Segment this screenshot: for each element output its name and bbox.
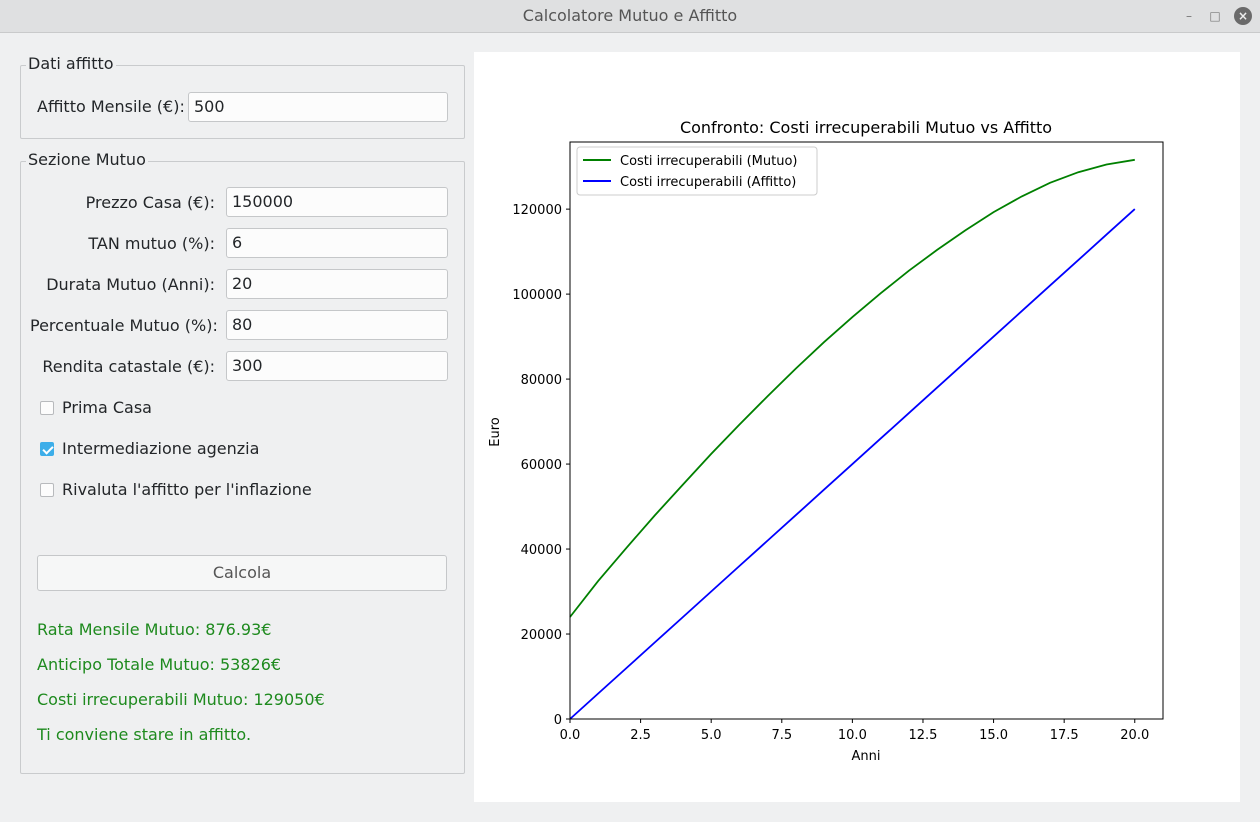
x-tick-label: 2.5	[630, 728, 651, 743]
chart-panel: Confronto: Costi irrecuperabili Mutuo vs…	[474, 52, 1240, 802]
x-tick-label: 0.0	[560, 728, 581, 743]
y-axis-label: Euro	[488, 417, 503, 447]
x-tick-label: 7.5	[771, 728, 792, 743]
y-tick-label: 120000	[512, 203, 562, 218]
mortgage-percent-label: Percentuale Mutuo (%):	[30, 316, 218, 335]
x-tick-label: 12.5	[908, 728, 937, 743]
legend-label: Costi irrecuperabili (Mutuo)	[620, 154, 798, 169]
legend-label: Costi irrecuperabili (Affitto)	[620, 175, 796, 190]
inflation-checkbox[interactable]	[40, 483, 54, 497]
mortgage-group-title: Sezione Mutuo	[26, 150, 148, 169]
x-axis-label: Anni	[852, 749, 881, 764]
x-tick-label: 17.5	[1050, 728, 1079, 743]
y-tick-label: 100000	[512, 288, 562, 303]
agency-label[interactable]: Intermediazione agenzia	[62, 439, 260, 458]
x-tick-label: 10.0	[838, 728, 867, 743]
tan-input[interactable]: 6	[226, 228, 448, 258]
monthly-rent-label: Affitto Mensile (€):	[37, 97, 185, 116]
cadastral-income-input[interactable]: 300	[226, 351, 448, 381]
legend-box	[576, 146, 818, 196]
cadastral-income-label: Rendita catastale (€):	[42, 357, 215, 376]
house-price-input[interactable]: 150000	[226, 187, 448, 217]
series-line-affitto	[569, 208, 1136, 720]
inflation-label[interactable]: Rivaluta l'affitto per l'inflazione	[62, 480, 312, 499]
sunk-costs-result: Costi irrecuperabili Mutuo: 129050€	[37, 690, 325, 709]
x-tick-label: 15.0	[979, 728, 1008, 743]
calculate-button[interactable]: Calcola	[37, 555, 447, 591]
first-home-checkbox[interactable]	[40, 401, 54, 415]
y-tick-label: 20000	[521, 628, 562, 643]
y-tick-label: 60000	[521, 458, 562, 473]
duration-label: Durata Mutuo (Anni):	[46, 275, 215, 294]
series-line-mutuo	[569, 158, 1135, 618]
chart-title: Confronto: Costi irrecuperabili Mutuo vs…	[680, 118, 1052, 137]
maximize-button[interactable]: □	[1209, 9, 1221, 23]
down-payment-result: Anticipo Totale Mutuo: 53826€	[37, 655, 282, 674]
monthly-payment-result: Rata Mensile Mutuo: 876.93€	[37, 620, 272, 639]
monthly-rent-input[interactable]: 500	[188, 92, 448, 122]
y-tick-label: 0	[554, 713, 562, 728]
plot-frame	[569, 141, 1164, 720]
comparison-chart: Confronto: Costi irrecuperabili Mutuo vs…	[488, 118, 1164, 764]
mortgage-group	[20, 161, 465, 774]
rent-data-group-title: Dati affitto	[26, 54, 116, 73]
house-price-label: Prezzo Casa (€):	[85, 193, 215, 212]
first-home-label[interactable]: Prima Casa	[62, 398, 152, 417]
chart-series	[569, 158, 1136, 720]
y-tick-label: 80000	[521, 373, 562, 388]
y-tick-label: 40000	[521, 543, 562, 558]
axis-ticks: 0.0 2.5 5.0 7.5 10.0 12.5 15.0 17.5 20.0 0 20000 40…	[512, 203, 1149, 743]
duration-input[interactable]: 20	[226, 269, 448, 299]
recommendation-result: Ti conviene stare in affitto.	[37, 725, 252, 744]
window-title: Calcolatore Mutuo e Affitto	[522, 6, 738, 25]
agency-checkbox[interactable]	[40, 442, 54, 456]
mortgage-percent-input[interactable]: 80	[226, 310, 448, 340]
close-button[interactable]: ×	[1234, 7, 1252, 25]
x-tick-label: 5.0	[701, 728, 722, 743]
window-titlebar: Calcolatore Mutuo e Affitto – □ ×	[0, 0, 1260, 33]
x-tick-label: 20.0	[1120, 728, 1149, 743]
chart-legend: Costi irrecuperabili (Mutuo) Costi irrecu…	[576, 146, 818, 196]
tan-label: TAN mutuo (%):	[88, 234, 215, 253]
minimize-button[interactable]: –	[1186, 9, 1192, 23]
